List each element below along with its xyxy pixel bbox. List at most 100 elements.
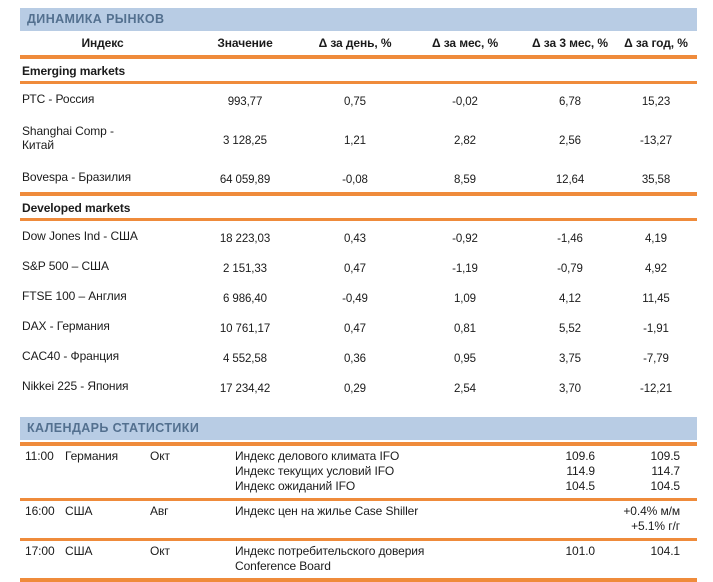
event-country: США: [65, 544, 93, 558]
delta-year-cell: 11,45: [642, 293, 670, 305]
delta-year-cell: -12,21: [639, 383, 672, 395]
calendar-event-germany-ifo: 11:00 Германия Окт Индекс делового клима…: [20, 446, 697, 501]
value-cell: 17 234,42: [219, 383, 271, 395]
calendar-item: Индекс ожиданий IFO 104.5 104.5: [235, 479, 697, 494]
delta-day-cell: -0,49: [342, 293, 368, 305]
delta-month-cell: 1,09: [454, 293, 476, 305]
index-name: Nikkei 225 - Япония: [22, 379, 129, 393]
indicator-name: Индекс потребительского доверия Conferen…: [235, 544, 425, 573]
delta-month-cell: -1,19: [452, 263, 478, 275]
market-row-nikkei: Nikkei 225 - Япония 17 234,42 0,29 2,54 …: [20, 371, 697, 401]
delta-month-cell: 0,81: [454, 323, 476, 335]
event-time: 16:00: [25, 504, 55, 518]
delta-year-cell: 15,23: [641, 96, 671, 108]
delta-month-cell: 8,59: [454, 174, 476, 186]
delta-year-cell: -1,91: [643, 323, 669, 335]
calendar-header-divider: [20, 442, 697, 446]
delta-month-cell: 2,54: [454, 383, 476, 395]
calendar-event-conference-board: 17:00 США Окт Индекс потребительского до…: [20, 541, 697, 582]
delta-3m-cell: -1,46: [557, 233, 583, 245]
event-time: 11:00: [25, 449, 54, 463]
calendar-event-case-shiller: 16:00 США Авг Индекс цен на жилье Case S…: [20, 501, 697, 541]
index-name: Dow Jones Ind - США: [22, 229, 138, 243]
col-header-year: Δ за год, %: [624, 36, 688, 50]
calendar-item: Индекс текущих условий IFO 114.9 114.7: [235, 464, 697, 479]
markets-section: ДИНАМИКА РЫНКОВ Индекс Значение Δ за ден…: [20, 8, 697, 401]
delta-day-cell: -0,08: [342, 174, 368, 186]
indicator-name: Индекс текущих условий IFO: [235, 464, 395, 478]
calendar-item: Индекс цен на жилье Case Shiller +0.4% м…: [235, 504, 697, 534]
calendar-item: Индекс делового климата IFO 109.6 109.5: [235, 449, 697, 464]
delta-3m-cell: 5,52: [559, 323, 581, 335]
header-divider: [20, 55, 697, 59]
market-row-dax: DAX - Германия 10 761,17 0,47 0,81 5,52 …: [20, 311, 697, 341]
delta-year-cell: 4,92: [645, 263, 667, 275]
calendar-title: КАЛЕНДАРЬ СТАТИСТИКИ: [27, 421, 200, 435]
index-name: DAX - Германия: [22, 319, 110, 333]
event-period: Окт: [150, 544, 170, 558]
delta-3m-cell: 3,75: [559, 353, 581, 365]
delta-year-cell: -13,27: [639, 135, 672, 147]
index-name: Shanghai Comp - Китай: [22, 124, 114, 152]
indicator-actual: 114.9: [566, 464, 595, 478]
value-cell: 6 986,40: [223, 293, 267, 305]
market-row-shanghai: Shanghai Comp - Китай 3 128,25 1,21 2,82…: [20, 114, 697, 162]
value-cell: 2 151,33: [223, 263, 267, 275]
indicator-prior: 104.1: [650, 544, 680, 558]
market-row-sp500: S&P 500 – США 2 151,33 0,47 -1,19 -0,79 …: [20, 251, 697, 281]
delta-3m-cell: -0,79: [557, 263, 583, 275]
delta-day-cell: 0,43: [344, 233, 366, 245]
delta-3m-cell: 2,56: [559, 135, 581, 147]
delta-3m-cell: 4,12: [559, 293, 581, 305]
index-name: S&P 500 – США: [22, 259, 109, 273]
indicator-actual: 109.6: [565, 449, 595, 463]
delta-month-cell: 0,95: [454, 353, 476, 365]
market-row-cac40: CAC40 - Франция 4 552,58 0,36 0,95 3,75 …: [20, 341, 697, 371]
indicator-prior: 114.7: [651, 464, 680, 478]
indicator-name: Индекс ожиданий IFO: [235, 479, 356, 493]
index-name: РТС - Россия: [22, 92, 95, 106]
value-cell: 10 761,17: [219, 323, 271, 335]
delta-month-cell: -0,92: [452, 233, 478, 245]
delta-month-cell: -0,02: [452, 96, 478, 108]
value-cell: 993,77: [227, 96, 263, 108]
delta-3m-cell: 3,70: [559, 383, 581, 395]
index-name: CAC40 - Франция: [22, 349, 120, 363]
indicator-actual: 101.0: [565, 544, 595, 558]
col-header-month: Δ за мес, %: [431, 36, 499, 50]
market-row-bovespa: Bovespa - Бразилия 64 059,89 -0,08 8,59 …: [20, 162, 697, 192]
value-cell: 64 059,89: [219, 174, 271, 186]
indicator-prior: +0.4% м/м +5.1% г/г: [623, 504, 680, 533]
delta-day-cell: 0,36: [344, 353, 366, 365]
group-divider: [20, 192, 697, 196]
market-row-dowjones: Dow Jones Ind - США 18 223,03 0,43 -0,92…: [20, 221, 697, 251]
delta-3m-cell: 6,78: [559, 96, 581, 108]
delta-day-cell: 0,75: [344, 96, 366, 108]
indicator-actual: [520, 504, 595, 534]
index-name: FTSE 100 – Англия: [22, 289, 127, 303]
group-label-developed: Developed markets: [20, 196, 697, 221]
markets-title: ДИНАМИКА РЫНКОВ: [27, 12, 165, 26]
value-cell: 3 128,25: [223, 135, 267, 147]
col-header-index: Индекс: [81, 36, 124, 50]
delta-day-cell: 0,47: [344, 263, 366, 275]
delta-month-cell: 2,82: [454, 135, 476, 147]
markets-header-row: Индекс Значение Δ за день, % Δ за мес, %…: [20, 31, 697, 55]
delta-year-cell: 35,58: [641, 174, 671, 186]
col-header-day: Δ за день, %: [318, 36, 392, 50]
market-row-rts: РТС - Россия 993,77 0,75 -0,02 6,78 15,2…: [20, 84, 697, 114]
indicator-name: Индекс цен на жилье Case Shiller: [235, 504, 419, 518]
delta-3m-cell: 12,64: [555, 174, 585, 186]
event-period: Авг: [150, 504, 169, 518]
indicator-prior: 104.5: [650, 479, 680, 493]
event-country: США: [65, 504, 93, 518]
delta-day-cell: 1,21: [344, 135, 366, 147]
markets-title-bar: ДИНАМИКА РЫНКОВ: [20, 8, 697, 31]
delta-day-cell: 0,47: [344, 323, 366, 335]
event-period: Окт: [150, 449, 170, 463]
value-cell: 4 552,58: [223, 353, 267, 365]
value-cell: 18 223,03: [219, 233, 271, 245]
delta-year-cell: 4,19: [645, 233, 667, 245]
calendar-title-bar: КАЛЕНДАРЬ СТАТИСТИКИ: [20, 417, 697, 440]
